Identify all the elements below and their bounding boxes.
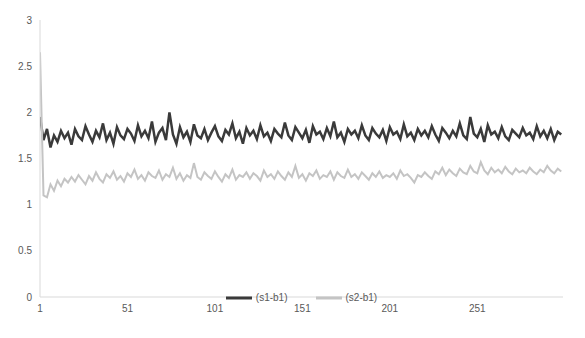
html-text:(s1-b1): (s1-b1) — [255, 292, 288, 303]
svg-text:1: 1 — [26, 199, 32, 210]
svg-text:0: 0 — [26, 292, 32, 303]
svg-text:251: 251 — [469, 303, 486, 314]
svg-text:0.5: 0.5 — [18, 245, 32, 256]
svg-text:51: 51 — [122, 303, 134, 314]
svg-text:201: 201 — [381, 303, 398, 314]
svg-text:1: 1 — [37, 303, 43, 314]
svg-text:151: 151 — [294, 303, 311, 314]
svg-text:101: 101 — [207, 303, 224, 314]
svg-text:3: 3 — [26, 15, 32, 26]
svg-text:1.5: 1.5 — [18, 153, 32, 164]
html-text:(s2-b1): (s2-b1) — [345, 292, 378, 303]
svg-text:2: 2 — [26, 107, 32, 118]
svg-text:2.5: 2.5 — [18, 61, 32, 72]
